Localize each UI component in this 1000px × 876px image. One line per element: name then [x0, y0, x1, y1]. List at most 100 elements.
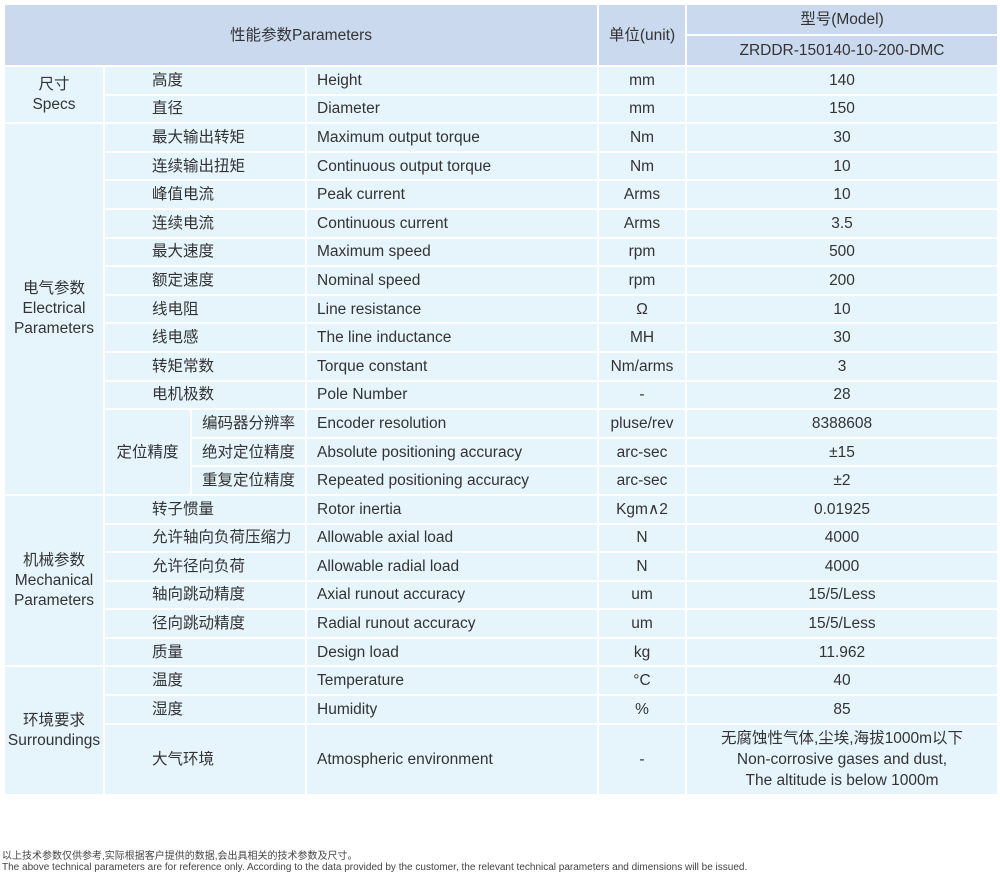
param-unit: Nm: [597, 122, 687, 153]
table-row: 直径 Diameter mm 150: [4, 93, 999, 125]
param-value: 28: [685, 379, 999, 411]
group-label: 尺寸 Specs: [3, 64, 105, 125]
param-name-cn: 最大输出转矩: [103, 122, 307, 153]
param-value: 3: [685, 350, 999, 382]
table-row: 峰值电流 Peak current Arms 10: [4, 179, 999, 210]
param-name-en: Maximum speed: [305, 236, 599, 268]
param-name-cn: 连续输出扭矩: [103, 150, 307, 182]
param-name-cn: 编码器分辨率: [190, 408, 307, 439]
table-row: 质量 Design load kg 11.962: [4, 636, 999, 668]
param-value: 500: [685, 236, 999, 268]
param-value: 40: [685, 665, 999, 697]
param-name-en: Encoder resolution: [305, 408, 599, 439]
group-label-cn: 电气参数: [22, 280, 85, 298]
group-label: 环境要求 Surroundings: [3, 665, 105, 796]
param-name-en: Design load: [305, 636, 599, 668]
param-name-cn: 转子惯量: [103, 493, 307, 525]
param-unit: rpm: [597, 265, 687, 296]
param-name-cn: 质量: [103, 636, 307, 668]
param-value-line: The altitude is below 1000m: [745, 771, 939, 789]
group-label-cn: 机械参数: [22, 551, 85, 569]
table-row: 允许轴向负荷压缩力 Allowable axial load N 4000: [4, 522, 999, 554]
param-value: 200: [685, 265, 999, 296]
param-name-en: Allowable radial load: [305, 551, 599, 582]
table-row: 轴向跳动精度 Axial runout accuracy um 15/5/Less: [4, 579, 999, 611]
param-unit: kg: [597, 636, 687, 668]
spec-table: 性能参数Parameters 单位(unit) 型号(Model) ZRDDR-…: [3, 3, 999, 796]
param-unit: -: [597, 722, 687, 796]
param-name-cn: 线电感: [103, 322, 307, 353]
param-unit: um: [597, 608, 687, 639]
param-name-cn: 湿度: [103, 694, 307, 725]
param-name-cn: 允许径向负荷: [103, 551, 307, 582]
unit-header: 单位(unit): [597, 3, 687, 67]
table-row: 环境要求 Surroundings 温度 Temperature °C 40: [3, 665, 999, 796]
group-label-cn: 尺寸: [38, 75, 70, 93]
param-unit: %: [597, 694, 687, 725]
table-row: 径向跳动精度 Radial runout accuracy um 15/5/Less: [4, 608, 999, 639]
param-name-cn: 连续电流: [103, 207, 307, 239]
param-name-cn: 线电阻: [103, 293, 307, 325]
group-label-en: Mechanical Parameters: [13, 571, 95, 609]
param-name-en: Axial runout accuracy: [305, 579, 599, 611]
param-name-en: Repeated positioning accuracy: [305, 465, 599, 496]
param-value: 10: [685, 293, 999, 325]
param-name-en: Line resistance: [305, 293, 599, 325]
table-row: 绝对定位精度 Absolute positioning accuracy arc-s…: [4, 436, 999, 468]
table-row: 连续输出扭矩 Continuous output torque Nm 10: [4, 150, 999, 182]
param-name-cn: 转矩常数: [103, 350, 307, 382]
param-value: 85: [685, 694, 999, 725]
param-name-cn: 径向跳动精度: [103, 608, 307, 639]
param-unit: Arms: [597, 179, 687, 210]
param-name-cn: 重复定位精度: [190, 465, 307, 496]
table-row: 线电阻 Line resistance Ω 10: [4, 293, 999, 325]
table-row: 重复定位精度 Repeated positioning accuracy arc-s…: [4, 465, 999, 496]
param-value: 150: [685, 93, 999, 125]
param-unit: mm: [597, 93, 687, 125]
param-unit: Ω: [597, 293, 687, 325]
table-row: 线电感 The line inductance MH 30: [4, 322, 999, 353]
param-value: 3.5: [685, 207, 999, 239]
param-unit: arc-sec: [597, 465, 687, 496]
table-row: 大气环境 Atmospheric environment - 无腐蚀性气体,尘埃,海拔…: [4, 722, 999, 796]
param-name-en: Continuous current: [305, 207, 599, 239]
table-row: 最大速度 Maximum speed rpm 500: [4, 236, 999, 268]
param-unit: rpm: [597, 236, 687, 268]
param-unit: pluse/rev: [597, 408, 687, 439]
model-label-header: 型号(Model): [685, 3, 999, 36]
param-name-en: Temperature: [305, 665, 599, 697]
param-unit: Kgm∧2: [597, 493, 687, 525]
param-unit: Nm: [597, 150, 687, 182]
group-label: 电气参数 Electrical Parameters: [3, 122, 105, 496]
table-row: 允许径向负荷 Allowable radial load N 4000: [4, 551, 999, 582]
param-value: 30: [685, 122, 999, 153]
param-value: ±15: [685, 436, 999, 468]
param-value: 30: [685, 322, 999, 353]
group-label: 机械参数 Mechanical Parameters: [3, 493, 105, 668]
param-name-en: Atmospheric environment: [305, 722, 599, 796]
footnote-cn: 以上技术参数仅供参考,实际根据客户提供的数据,会出具相关的技术参数及尺寸。: [2, 851, 358, 862]
param-unit: N: [597, 522, 687, 554]
param-unit: °C: [597, 665, 687, 697]
footnote-en: The above technical parameters are for r…: [2, 862, 748, 873]
param-name-en: Rotor inertia: [305, 493, 599, 525]
table-row: 转矩常数 Torque constant Nm/arms 3: [4, 350, 999, 382]
table-row: 额定速度 Nominal speed rpm 200: [4, 265, 999, 296]
table-row: 连续电流 Continuous current Arms 3.5: [4, 207, 999, 239]
param-value: 15/5/Less: [685, 608, 999, 639]
param-name-en: Pole Number: [305, 379, 599, 411]
param-name-en: Peak current: [305, 179, 599, 210]
group-label-en: Surroundings: [7, 731, 101, 749]
param-value: 10: [685, 179, 999, 210]
param-name-en: Absolute positioning accuracy: [305, 436, 599, 468]
param-name-en: Continuous output torque: [305, 150, 599, 182]
param-value: ±2: [685, 465, 999, 496]
subgroup-label: 定位精度: [103, 408, 192, 496]
table-row: 湿度 Humidity% 85: [4, 694, 999, 725]
param-name-cn: 温度: [103, 665, 307, 697]
group-label-cn: 环境要求: [22, 711, 85, 729]
param-name-cn: 绝对定位精度: [190, 436, 307, 468]
param-value-line: Non-corrosive gases and dust,: [736, 750, 948, 768]
param-value: 4000: [685, 551, 999, 582]
param-unit: -: [597, 379, 687, 411]
